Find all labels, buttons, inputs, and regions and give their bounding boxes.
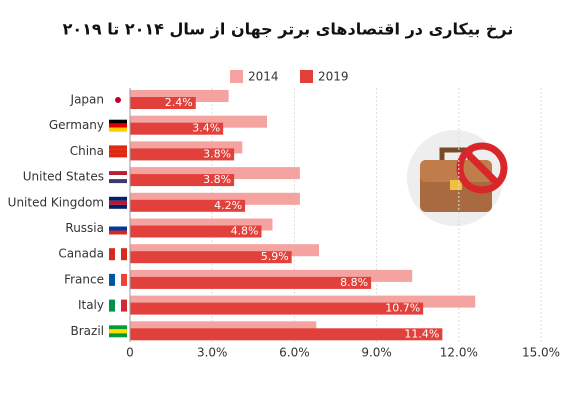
flag: [109, 200, 127, 205]
x-tick-label: 9.0%: [361, 346, 392, 360]
flag: [109, 145, 127, 150]
briefcase-icon: [407, 130, 508, 226]
flag: [109, 171, 127, 176]
bar: [130, 148, 235, 161]
flag: [109, 222, 127, 227]
value-label: 2.4%: [165, 96, 193, 109]
flag: [109, 127, 127, 132]
legend-label: 2014: [248, 70, 279, 84]
flag: [115, 248, 121, 261]
y-tick-label: Japan: [70, 93, 104, 107]
y-tick-label: France: [64, 272, 104, 286]
value-label: 8.8%: [340, 276, 368, 289]
flag: [109, 196, 127, 201]
flag: [109, 329, 127, 334]
flag: [109, 204, 127, 209]
flag: [109, 153, 127, 158]
flag: [109, 325, 127, 330]
flag: [121, 273, 127, 286]
flag: [109, 175, 127, 180]
y-tick-label: United Kingdom: [8, 195, 104, 209]
x-tick-label: 15.0%: [522, 346, 560, 360]
value-label: 4.8%: [231, 225, 259, 238]
bar: [130, 122, 224, 135]
y-tick-label: Germany: [49, 118, 104, 132]
flag: [109, 123, 127, 128]
flag: [115, 299, 121, 312]
x-tick-label: 3.0%: [197, 346, 228, 360]
flag: [109, 226, 127, 231]
bar: [130, 328, 443, 341]
flag: [109, 230, 127, 235]
flag: [109, 273, 115, 286]
flag: [115, 97, 121, 103]
y-tick-label: Brazil: [71, 324, 105, 338]
y-tick-label: Italy: [78, 298, 104, 312]
value-label: 4.2%: [214, 199, 242, 212]
flag: [109, 102, 127, 106]
flag: [115, 273, 121, 286]
value-label: 3.4%: [192, 122, 220, 135]
flag: [109, 179, 127, 184]
flag: [121, 299, 127, 312]
bar: [130, 302, 424, 315]
y-tick-label: Canada: [58, 247, 104, 261]
legend-swatch: [230, 70, 243, 83]
value-label: 3.8%: [203, 147, 231, 160]
bar: [130, 174, 235, 187]
flag: [121, 248, 127, 261]
legend-swatch: [300, 70, 313, 83]
flag: [109, 248, 115, 261]
y-tick-label: United States: [23, 170, 104, 184]
flag: [109, 119, 127, 124]
bar: [130, 251, 292, 264]
bar: [130, 199, 246, 212]
x-tick-label: 0: [126, 346, 134, 360]
flag: [109, 149, 127, 154]
flag: [109, 94, 127, 98]
bar: [130, 225, 262, 238]
x-tick-label: 6.0%: [279, 346, 310, 360]
value-label: 3.8%: [203, 173, 231, 186]
x-tick-label: 12.0%: [440, 346, 478, 360]
y-tick-label: China: [70, 144, 104, 158]
bar: [130, 276, 372, 289]
value-label: 11.4%: [404, 327, 439, 340]
legend-label: 2019: [318, 70, 349, 84]
y-tick-label: Russia: [65, 221, 104, 235]
bar: [130, 97, 196, 109]
flag: [109, 333, 127, 338]
flag: [109, 299, 115, 312]
value-label: 10.7%: [385, 302, 420, 315]
chart-title: نرخ بیکاری در اقتصادهای برتر جهان از سال…: [63, 20, 514, 39]
value-label: 5.9%: [261, 250, 289, 263]
